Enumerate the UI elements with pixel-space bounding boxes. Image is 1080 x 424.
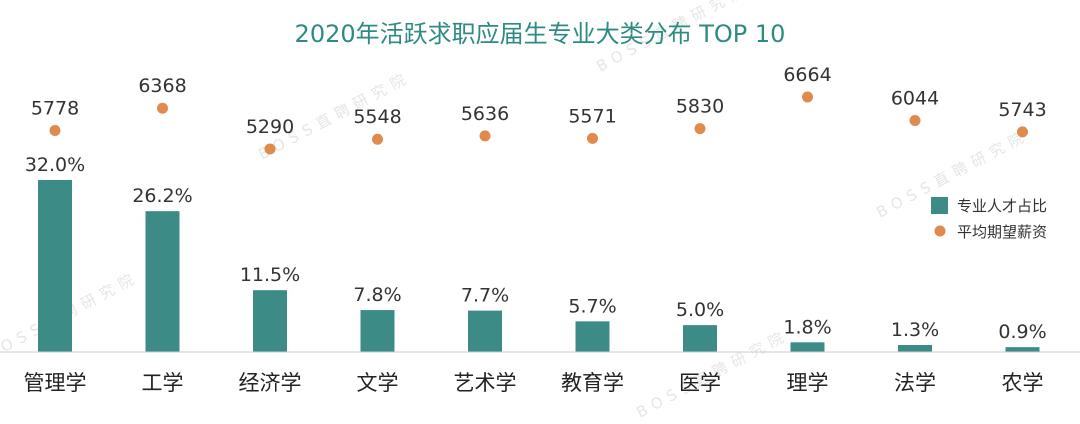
category-label: 管理学 bbox=[24, 371, 87, 395]
salary-value-label: 5571 bbox=[568, 105, 616, 127]
salary-value-label: 6368 bbox=[138, 75, 186, 97]
legend-bar-label: 专业人才占比 bbox=[957, 197, 1047, 215]
salary-value-label: 5548 bbox=[353, 106, 401, 128]
bar-series: 32.0% 26.2% 11.5% 7.8% 7.7% 5.7% 5.0% 1.8% 1.3% 0… bbox=[25, 154, 1047, 352]
bar-value-label: 7.7% bbox=[461, 285, 509, 307]
salary-dot-1 bbox=[49, 125, 61, 137]
bar-value-label: 1.8% bbox=[783, 316, 831, 338]
bar-value-label: 5.0% bbox=[676, 299, 724, 321]
category-label: 法学 bbox=[894, 371, 936, 395]
bar-3 bbox=[253, 290, 287, 352]
category-label: 教育学 bbox=[561, 371, 624, 395]
salary-dot-5 bbox=[479, 130, 491, 142]
salary-value-label: 5636 bbox=[461, 103, 509, 125]
category-label: 工学 bbox=[142, 371, 184, 395]
legend-bar-swatch bbox=[931, 197, 948, 214]
bar-value-label: 1.3% bbox=[891, 319, 939, 341]
bar-value-label: 32.0% bbox=[25, 154, 85, 176]
salary-value-label: 5778 bbox=[31, 98, 79, 120]
category-label: 艺术学 bbox=[454, 371, 517, 395]
bar-2 bbox=[145, 211, 180, 352]
salary-dot-6 bbox=[587, 132, 598, 144]
salary-value-label: 6664 bbox=[783, 64, 831, 86]
salary-dot-9 bbox=[909, 114, 921, 126]
salary-dot-7 bbox=[694, 123, 706, 135]
legend: 专业人才占比 平均期望薪资 bbox=[931, 197, 1047, 241]
salary-value-label: 5290 bbox=[246, 116, 294, 138]
chart-title: 2020年活跃求职应届生专业大类分布 TOP 10 bbox=[295, 20, 786, 48]
bar-value-label: 7.8% bbox=[353, 284, 401, 306]
x-axis-labels: 管理学 工学 经济学 文学 艺术学 教育学 医学 理学 法学 农学 bbox=[24, 371, 1044, 395]
bar-1 bbox=[38, 180, 72, 352]
category-label: 农学 bbox=[1002, 371, 1044, 395]
bar-value-label: 5.7% bbox=[568, 295, 616, 317]
bar-6 bbox=[575, 321, 610, 352]
bar-value-label: 0.9% bbox=[998, 321, 1046, 343]
bar-5 bbox=[468, 310, 502, 352]
salary-dot-8 bbox=[802, 91, 813, 103]
salary-dot-3 bbox=[264, 143, 276, 155]
bar-4 bbox=[360, 310, 395, 352]
legend-dot-swatch bbox=[934, 225, 946, 237]
bar-value-label: 11.5% bbox=[240, 264, 300, 286]
salary-dot-2 bbox=[157, 102, 168, 114]
category-label: 文学 bbox=[357, 371, 399, 395]
category-label: 医学 bbox=[679, 371, 721, 395]
legend-dot-label: 平均期望薪资 bbox=[957, 223, 1047, 241]
bar-value-label: 26.2% bbox=[132, 185, 192, 207]
salary-value-label: 5743 bbox=[998, 99, 1046, 121]
bar-10 bbox=[1005, 347, 1040, 352]
watermarks: BOSS直聘研究院BOSS直聘研究院BOSS直聘研究院BOSS直聘研究院BOSS… bbox=[0, 0, 1032, 422]
bar-8 bbox=[790, 342, 825, 352]
salary-dot-4 bbox=[372, 133, 383, 145]
salary-value-label: 6044 bbox=[891, 87, 939, 109]
category-label: 经济学 bbox=[239, 371, 302, 395]
salary-value-label: 5830 bbox=[676, 96, 724, 118]
dot-series: 5778 6368 5290 5548 5636 5571 5830 6664 6044 5743 bbox=[31, 64, 1047, 155]
bar-7 bbox=[683, 325, 717, 352]
bar-9 bbox=[898, 345, 932, 352]
category-label: 理学 bbox=[787, 371, 829, 395]
salary-dot-10 bbox=[1017, 126, 1028, 138]
